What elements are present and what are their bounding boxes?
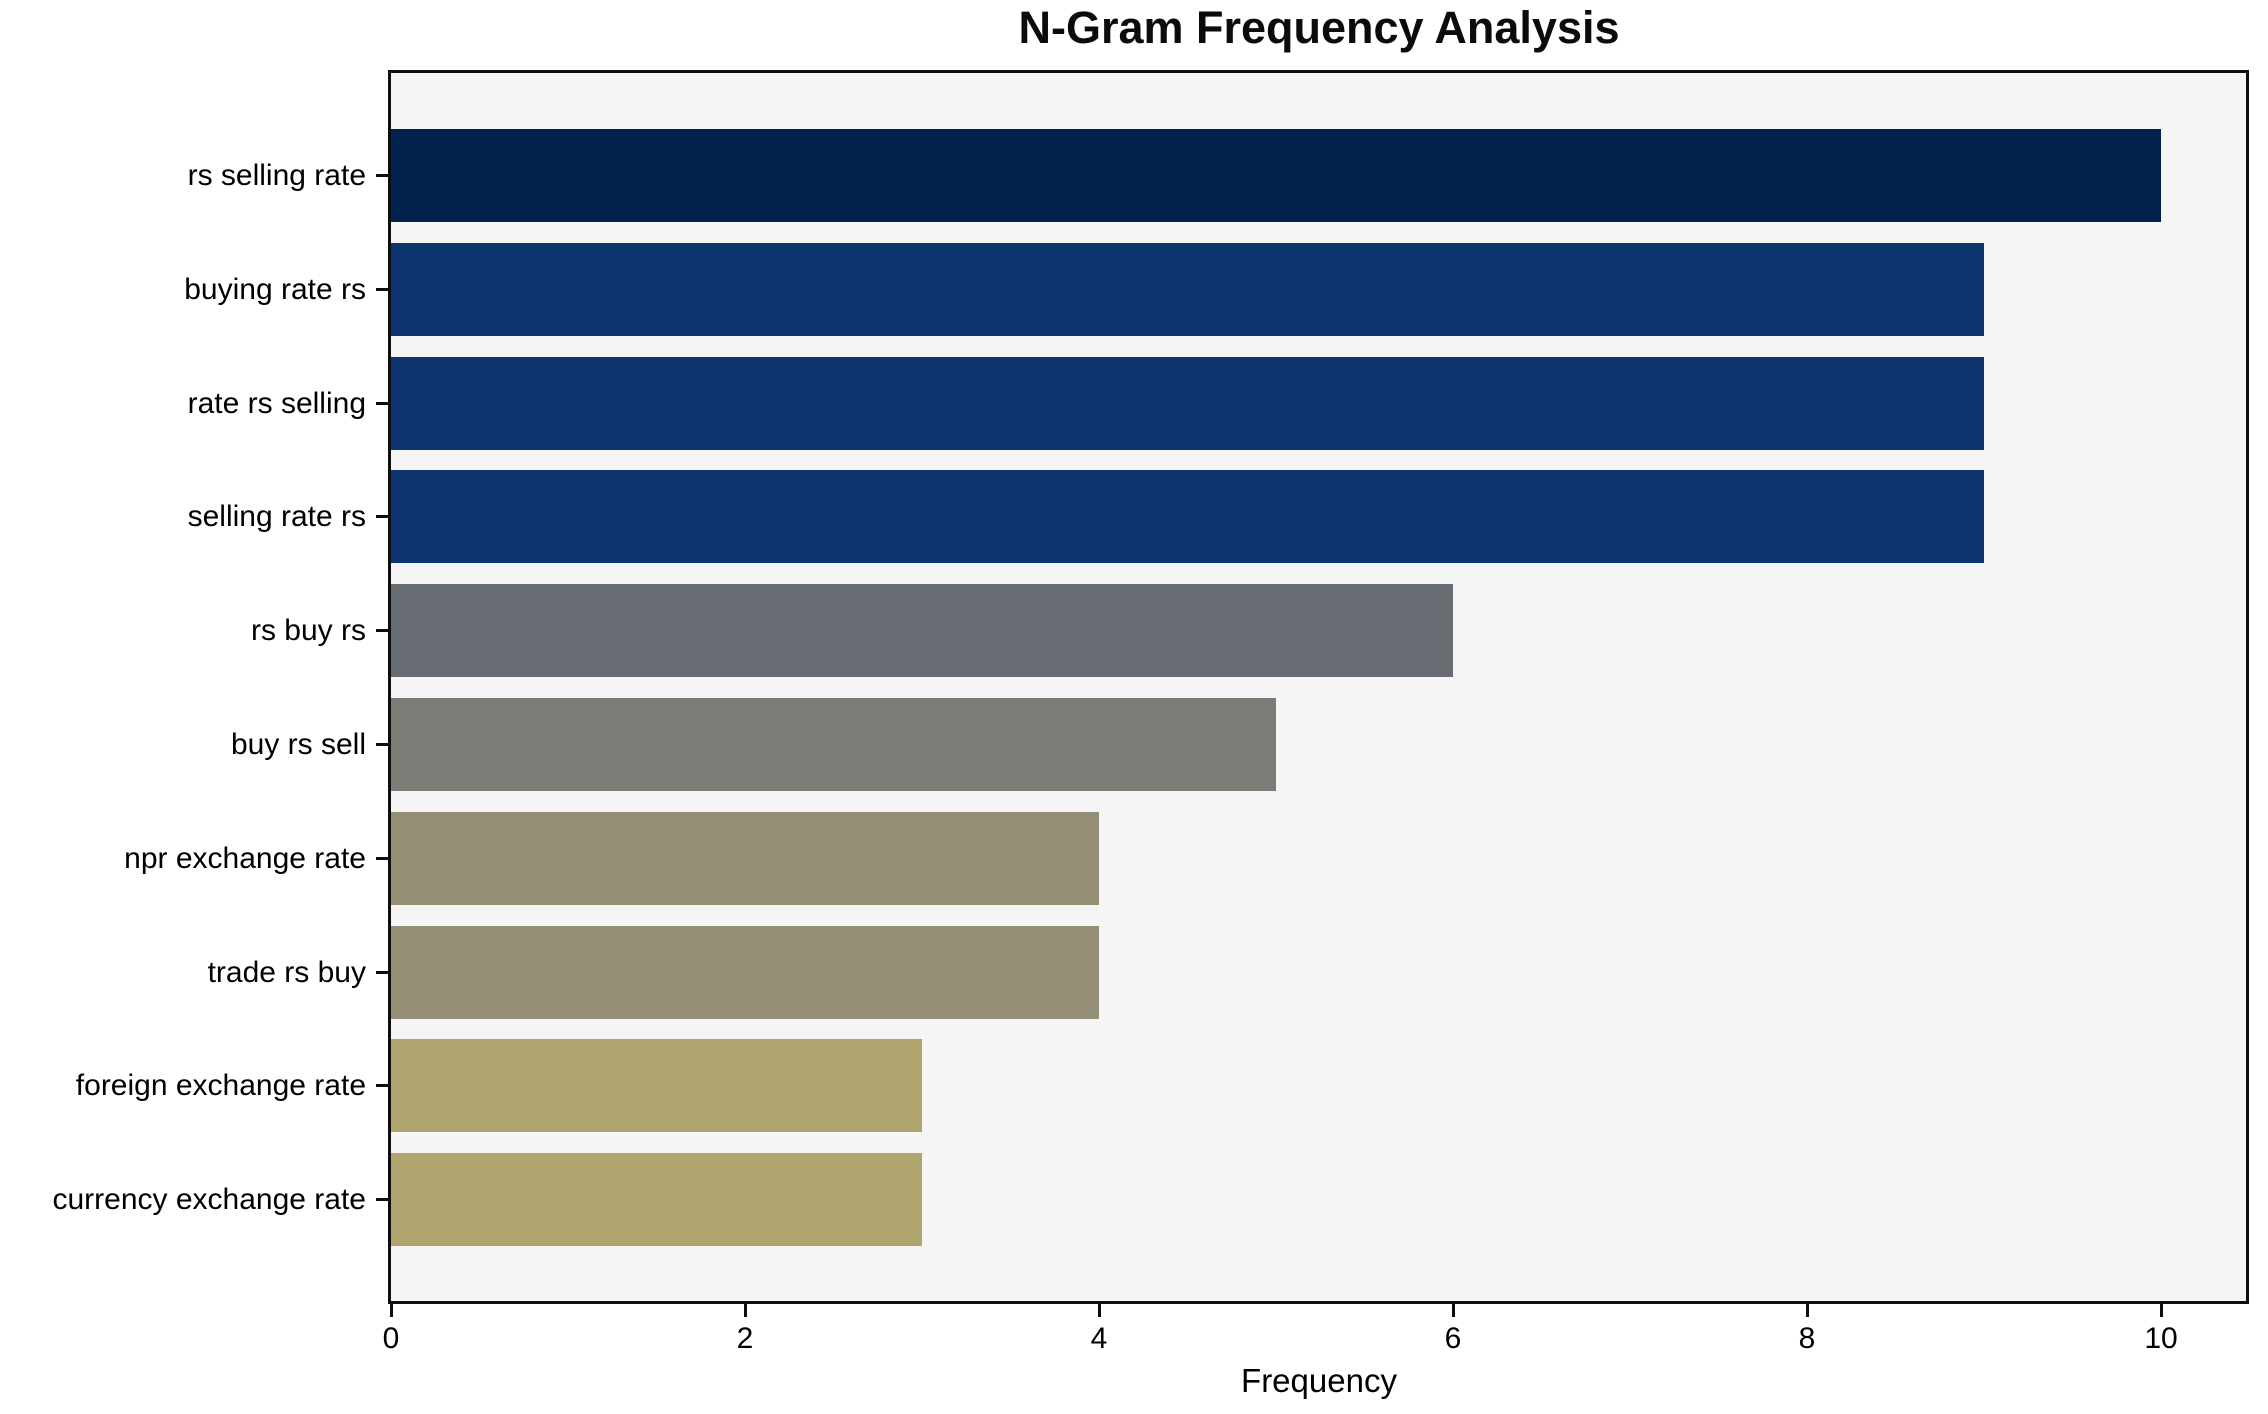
chart-title: N-Gram Frequency Analysis xyxy=(1018,2,1620,53)
y-tick-mark xyxy=(376,174,388,177)
y-tick-mark xyxy=(376,1084,388,1087)
plot-area xyxy=(388,70,2249,1304)
x-tick-label: 8 xyxy=(1798,1322,1816,1355)
bar-selling-rate-rs xyxy=(391,470,1984,563)
x-tick-mark xyxy=(1098,1304,1101,1317)
y-tick-mark xyxy=(376,629,388,632)
bar-currency-exchange-rate xyxy=(391,1153,922,1246)
y-tick-mark xyxy=(376,857,388,860)
bar-buying-rate-rs xyxy=(391,243,1984,336)
y-tick-label: selling rate rs xyxy=(187,499,366,533)
bar-rs-buy-rs xyxy=(391,584,1453,677)
y-tick-label: buy rs sell xyxy=(230,727,366,761)
bar-rs-selling-rate xyxy=(391,129,2161,222)
y-tick-label: npr exchange rate xyxy=(124,841,366,875)
y-tick-label: buying rate rs xyxy=(184,272,366,306)
x-tick-mark xyxy=(1452,1304,1455,1317)
y-tick-label: rs selling rate xyxy=(187,158,366,192)
x-tick-mark xyxy=(1806,1304,1809,1317)
x-tick-mark xyxy=(744,1304,747,1317)
y-tick-mark xyxy=(376,1198,388,1201)
y-tick-label: rs buy rs xyxy=(250,613,366,647)
x-tick-label: 0 xyxy=(382,1322,400,1355)
y-tick-mark xyxy=(376,515,388,518)
y-tick-mark xyxy=(376,402,388,405)
x-tick-mark xyxy=(390,1304,393,1317)
x-tick-mark xyxy=(2160,1304,2163,1317)
y-tick-label: currency exchange rate xyxy=(52,1182,366,1216)
x-tick-label: 10 xyxy=(2144,1322,2178,1355)
y-tick-label: trade rs buy xyxy=(207,955,366,989)
x-tick-label: 2 xyxy=(736,1322,754,1355)
bar-foreign-exchange-rate xyxy=(391,1039,922,1132)
y-tick-mark xyxy=(376,971,388,974)
bar-rate-rs-selling xyxy=(391,357,1984,450)
y-tick-label: foreign exchange rate xyxy=(75,1068,366,1102)
y-tick-mark xyxy=(376,743,388,746)
x-tick-label: 4 xyxy=(1090,1322,1108,1355)
x-axis-label: Frequency xyxy=(1241,1362,1397,1399)
x-tick-label: 6 xyxy=(1444,1322,1462,1355)
bar-trade-rs-buy xyxy=(391,926,1099,1019)
bar-npr-exchange-rate xyxy=(391,812,1099,905)
y-tick-mark xyxy=(376,288,388,291)
bar-buy-rs-sell xyxy=(391,698,1276,791)
y-tick-label: rate rs selling xyxy=(187,386,366,420)
